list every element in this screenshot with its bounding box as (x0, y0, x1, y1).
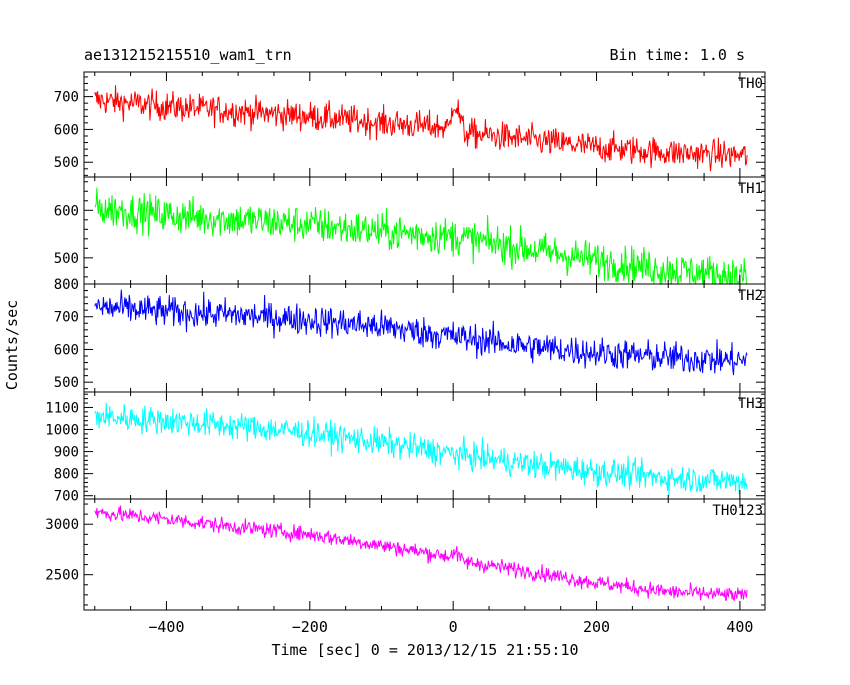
y-tick-label: 500 (54, 375, 79, 391)
panel-th0123: 2500 3000 TH0123 (45, 498, 766, 611)
y-tick-label: 1000 (45, 423, 79, 439)
y-tick-label: 600 (54, 203, 79, 219)
panel-th3: 700 800 900 1000 1100 TH3 (45, 391, 766, 505)
y-tick-label: 600 (54, 122, 79, 138)
x-tick-label: −200 (292, 618, 328, 636)
chart-title: ae131215215510_wam1_trn (84, 46, 292, 64)
y-axis-label: Counts/sec (3, 300, 21, 390)
panel-label-th0: TH0 (738, 76, 763, 92)
y-tick-label: 600 (54, 342, 79, 358)
panel-th2: 500 600 700 800 TH2 (54, 277, 766, 393)
panel-th0: 500 600 700 TH0 (54, 71, 766, 178)
y-tick-label: 900 (54, 445, 79, 461)
series-line-th3 (94, 402, 748, 497)
x-tick-label: −400 (148, 618, 184, 636)
y-tick-label: 700 (54, 310, 79, 326)
panel-frame (83, 283, 766, 393)
chart-subtitle: Bin time: 1.0 s (610, 46, 745, 64)
y-tick-label: 1100 (45, 400, 79, 416)
y-tick-label: 500 (54, 155, 79, 171)
series-line-th0123 (94, 505, 748, 602)
y-tick-label: 700 (54, 489, 79, 505)
x-tick-label: 200 (583, 618, 610, 636)
panels: 500 600 700 TH0 500 600 TH1 500 600 700 800 TH2 700 8… (45, 71, 766, 611)
series-line-th0 (94, 85, 748, 172)
x-tick-label: 400 (726, 618, 753, 636)
y-tick-label: 3000 (45, 517, 79, 533)
x-axis-tick-labels: −400 −200 0 200 400 (148, 618, 753, 636)
panel-label-th0123: TH0123 (712, 503, 763, 519)
series-line-th2 (94, 289, 748, 376)
x-axis-label: Time [sec] 0 = 2013/12/15 21:55:10 (271, 641, 578, 659)
y-tick-label: 800 (54, 467, 79, 483)
panel-label-th2: TH2 (738, 288, 763, 304)
y-tick-label: 800 (54, 277, 79, 293)
y-tick-label: 700 (54, 90, 79, 106)
y-tick-label: 500 (54, 251, 79, 267)
panel-th1: 500 600 TH1 (54, 176, 766, 285)
panel-label-th3: TH3 (738, 396, 763, 412)
y-tick-label: 2500 (45, 568, 79, 584)
panel-label-th1: TH1 (738, 181, 763, 197)
x-tick-label: 0 (449, 618, 458, 636)
series-line-th1 (94, 187, 748, 284)
